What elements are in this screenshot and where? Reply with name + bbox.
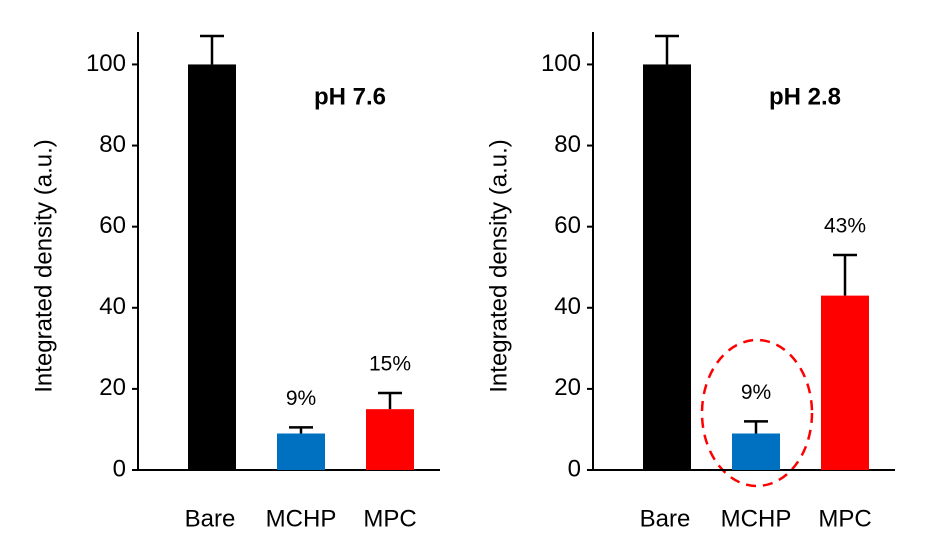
bar: [277, 433, 325, 470]
x-tick-label: Bare: [185, 505, 236, 532]
value-label: 15%: [369, 352, 411, 375]
y-tick-label: 20: [554, 374, 581, 401]
bar: [366, 409, 414, 470]
y-tick-label: 100: [86, 50, 126, 77]
x-tick-label: MCHP: [266, 505, 337, 532]
y-tick-label: 40: [554, 293, 581, 320]
chart-title: pH 2.8: [769, 83, 841, 110]
bar: [732, 433, 780, 470]
chart-title: pH 7.6: [314, 83, 386, 110]
y-tick-label: 40: [99, 293, 126, 320]
x-tick-label: MCHP: [721, 505, 792, 532]
y-tick-label: 80: [554, 131, 581, 158]
y-tick-label: 60: [99, 212, 126, 239]
x-tick-label: MPC: [363, 505, 416, 532]
y-tick-label: 60: [554, 212, 581, 239]
x-tick-label: MPC: [818, 505, 871, 532]
value-label: 9%: [741, 381, 771, 404]
y-axis-label: Integrated density (a.u.): [485, 139, 512, 392]
x-tick-label: Bare: [640, 505, 691, 532]
y-tick-label: 100: [541, 50, 581, 77]
y-tick-label: 80: [99, 131, 126, 158]
bar: [188, 64, 236, 470]
highlight-ellipse: [700, 338, 814, 488]
y-tick-label: 20: [99, 374, 126, 401]
y-tick-label: 0: [113, 455, 126, 482]
bar: [643, 64, 691, 470]
y-tick-label: 0: [568, 455, 581, 482]
value-label: 9%: [286, 387, 316, 410]
y-axis-label: Integrated density (a.u.): [30, 139, 57, 392]
value-label: 43%: [824, 215, 866, 238]
bar: [821, 295, 869, 470]
